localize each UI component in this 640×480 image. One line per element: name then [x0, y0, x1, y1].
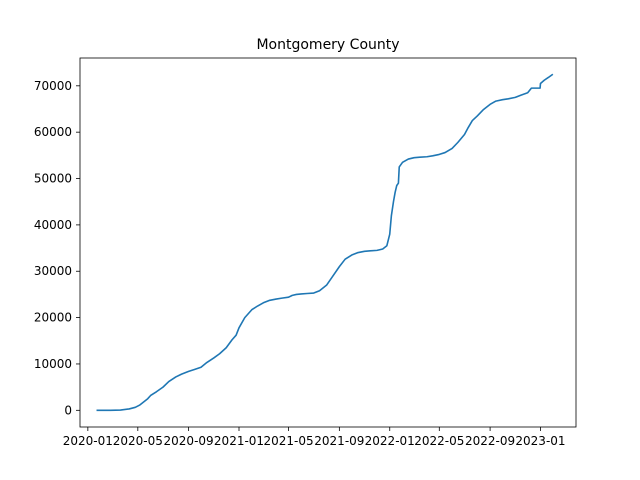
series-line-0: [96, 73, 554, 412]
x-tick-label-4: 2021-05: [263, 434, 313, 448]
y-tick-label-3: 30000: [34, 264, 72, 278]
x-tick-label-1: 2020-05: [113, 434, 163, 448]
y-tick-label-6: 60000: [34, 125, 72, 139]
y-tick-label-5: 50000: [34, 172, 72, 186]
x-tick-label-9: 2023-01: [515, 434, 565, 448]
y-tick-label-7: 70000: [34, 79, 72, 93]
y-tick-label-1: 10000: [34, 357, 72, 371]
x-tick-label-6: 2022-01: [365, 434, 415, 448]
chart-title: Montgomery County: [256, 37, 399, 53]
y-tick-label-0: 0: [64, 403, 72, 417]
axes-frame: [79, 57, 577, 428]
x-tick-label-5: 2021-09: [314, 434, 364, 448]
x-axis: 2020-01 2020-05 2020-09 2021-01 2021-05 2021-…: [63, 427, 566, 448]
y-axis: 0 10000 20000 30000 40000 50000 60000 70000: [34, 79, 80, 417]
y-tick-label-2: 20000: [34, 311, 72, 325]
x-tick-label-7: 2022-05: [414, 434, 464, 448]
plot-area: [96, 73, 554, 412]
x-tick-label-8: 2022-09: [465, 434, 515, 448]
y-tick-label-4: 40000: [34, 218, 72, 232]
x-tick-label-2: 2020-09: [164, 434, 214, 448]
x-tick-label-0: 2020-01: [63, 434, 113, 448]
x-tick-label-3: 2021-01: [214, 434, 264, 448]
